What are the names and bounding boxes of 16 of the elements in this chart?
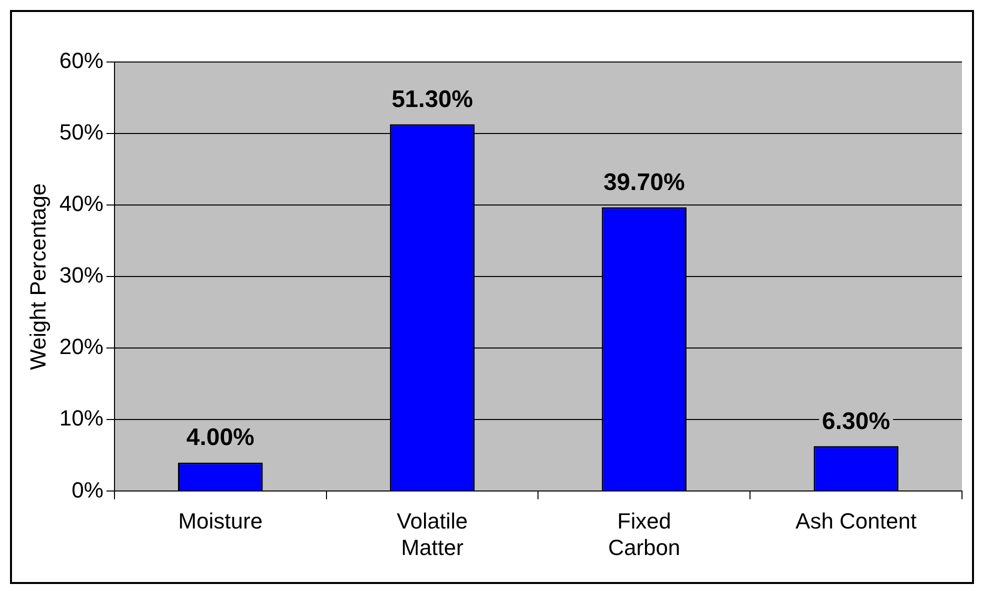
y-tick-label: 20% [59, 334, 104, 360]
x-tick-label: Fixed Carbon [608, 508, 680, 560]
x-tick-label: Moisture [178, 508, 263, 534]
y-axis-title: Weight Percentage [25, 183, 50, 370]
data-label: 39.70% [603, 168, 685, 196]
data-label: 51.30% [392, 86, 473, 113]
data-label: 6.30% [822, 408, 890, 435]
y-tick-label: 0% [72, 477, 104, 502]
y-tick-label: 50% [59, 120, 104, 145]
y-tick-label: 60% [59, 48, 104, 74]
data-label: 4.00% [186, 424, 254, 452]
y-tick-label: 40% [59, 191, 104, 216]
x-tick-label: Volatile Matter [396, 508, 468, 560]
x-tick-label: Ash Content [796, 508, 917, 534]
y-tick-label: 10% [59, 406, 104, 431]
y-tick-label: 30% [59, 262, 104, 288]
